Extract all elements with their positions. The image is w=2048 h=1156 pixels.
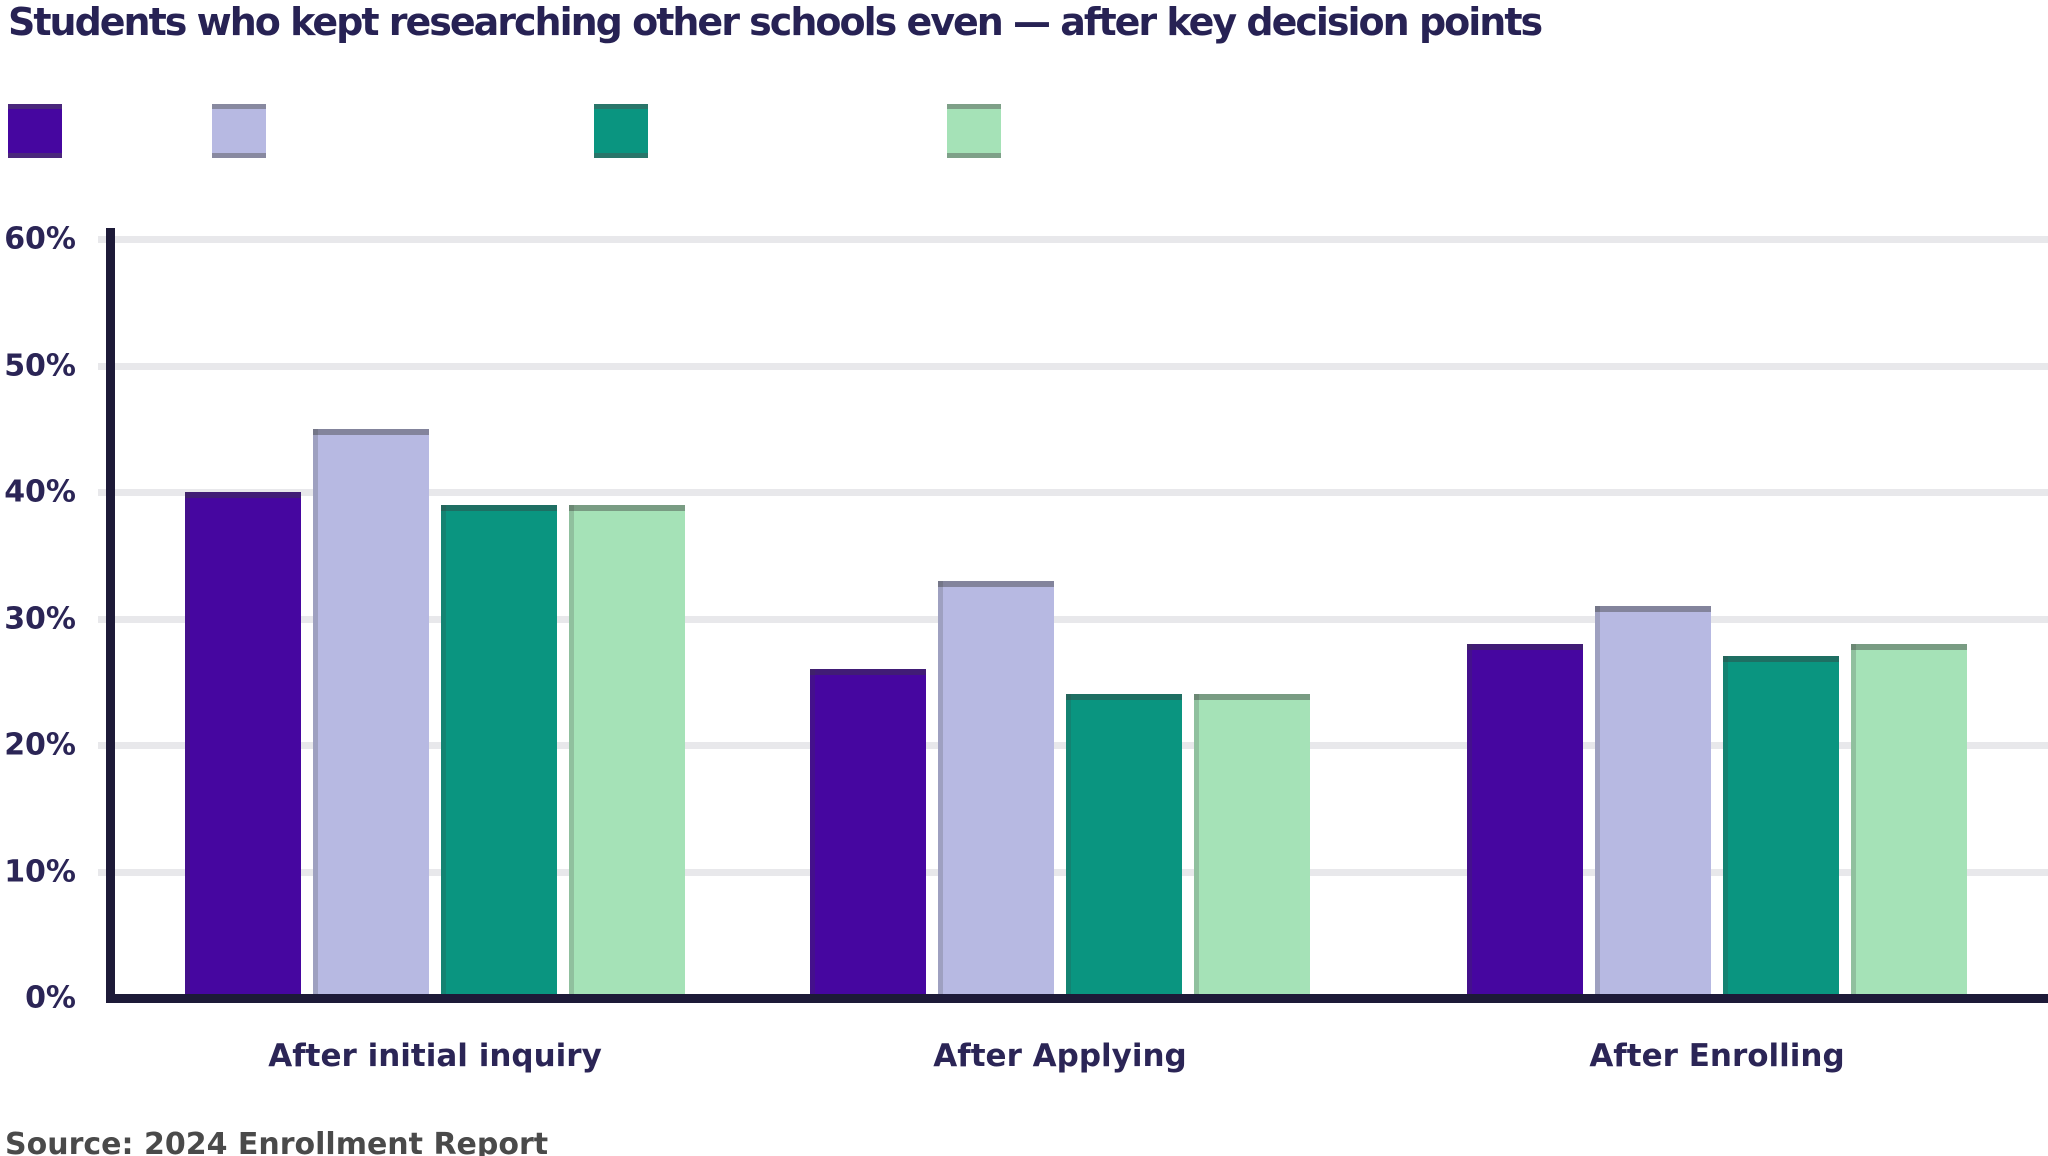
bar-series-3 [1066,694,1182,998]
y-axis-tick-label: 0% [25,980,76,1016]
y-axis-tick-label: 20% [4,727,76,763]
legend-swatch-series-2 [212,104,266,158]
legend-swatch-series-4 [947,104,1001,158]
y-axis-tick-label: 10% [4,854,76,889]
x-axis-category-label: After initial inquiry [268,1038,602,1074]
x-axis-line [106,994,2048,1003]
bar-series-2 [313,429,429,998]
bar-series-4 [1194,694,1310,998]
y-axis-line [106,228,115,1003]
bar-series-2 [938,581,1054,998]
y-axis-tick-label: 40% [4,474,76,510]
legend-swatch-series-3 [594,104,648,158]
y-axis-tick-label: 50% [4,348,76,383]
gridline-50% [98,362,2048,370]
bar-series-4 [1851,644,1967,998]
y-axis-tick-label: 60% [4,221,76,257]
gridline-40% [98,489,2048,496]
bar-series-1 [185,492,301,998]
bar-series-3 [1723,656,1839,998]
y-axis-tick-label: 30% [4,601,76,636]
bar-series-3 [441,505,557,998]
legend-swatch-series-1 [8,104,62,158]
bar-series-4 [569,505,685,998]
x-axis-category-label: After Enrolling [1589,1038,1845,1074]
bar-series-1 [1467,644,1583,998]
source-note: Source: 2024 Enrollment Report [5,1127,549,1156]
gridline-60% [98,236,2048,243]
x-axis-category-label: After Applying [933,1038,1187,1074]
chart-title: Students who kept researching other scho… [8,0,1543,44]
bar-series-2 [1595,606,1711,998]
bar-series-1 [810,669,926,998]
gridline-30% [98,615,2048,623]
